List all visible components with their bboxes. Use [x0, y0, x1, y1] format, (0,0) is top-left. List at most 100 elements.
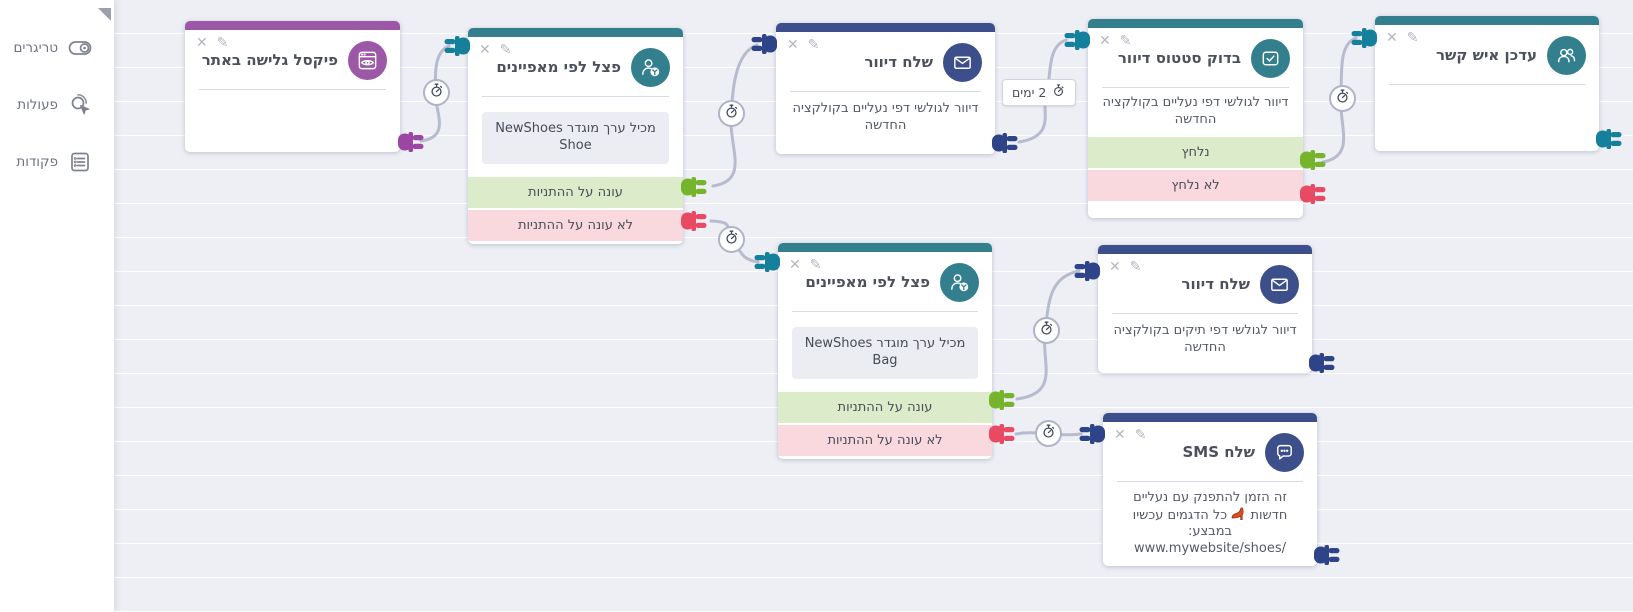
send-sms-output-plug[interactable] — [1314, 544, 1340, 566]
sidebar-collapse-arrow-icon[interactable] — [98, 8, 111, 21]
stopwatch-icon — [1051, 83, 1066, 102]
node-description: זה הזמן להתפנק עם נעליים חדשות כל הדגמים… — [1132, 490, 1288, 556]
stopwatch-icon — [1038, 320, 1055, 341]
outcome-row-yes: עונה על ההתניות — [468, 176, 683, 208]
divider — [1112, 313, 1298, 314]
close-icon[interactable]: ✕ — [1109, 259, 1121, 275]
close-icon[interactable]: ✕ — [1386, 30, 1398, 46]
node-split-by-attributes-shoes[interactable]: ✕ ✎ פצל לפי מאפיינים מכיל ערך מוגדר NewS… — [468, 28, 683, 244]
edit-icon[interactable]: ✎ — [499, 42, 512, 58]
condition-box: מכיל ערך מוגדר NewShoes Bag — [792, 327, 978, 379]
node-check-mailing-status[interactable]: ✕ ✎ בדוק סטטוס דיוור דיוור לגולשי דפי נע… — [1088, 19, 1303, 218]
send-sms-input-plug[interactable] — [1079, 423, 1105, 445]
check-status-input-plug[interactable] — [1064, 29, 1090, 51]
edit-icon[interactable]: ✎ — [809, 257, 822, 273]
update-contact-output-plug[interactable] — [1596, 128, 1622, 150]
delay-clock-node[interactable] — [1329, 85, 1356, 112]
palette-sidebar: טריגרים פעולות פקודות — [0, 0, 114, 612]
divider — [792, 311, 978, 312]
send-mailing-bags-output-plug[interactable] — [1309, 352, 1335, 374]
divider — [1117, 481, 1303, 482]
sidebar-item-label: פעולות — [17, 97, 58, 113]
close-icon[interactable]: ✕ — [479, 42, 491, 58]
sidebar-item-commands[interactable]: פקודות — [0, 144, 114, 180]
divider — [482, 96, 669, 97]
divider — [1389, 84, 1585, 85]
check-status-clicked-output-plug[interactable] — [1300, 149, 1326, 171]
split-contact-icon — [631, 47, 670, 87]
sidebar-item-label: טריגרים — [13, 40, 58, 56]
node-title: פצל לפי מאפיינים — [496, 58, 621, 76]
edit-icon[interactable]: ✎ — [1134, 427, 1147, 443]
split-bags-input-plug[interactable] — [754, 251, 780, 273]
node-split-by-attributes-bags[interactable]: ✕ ✎ פצל לפי מאפיינים מכיל ערך מוגדר NewS… — [778, 243, 992, 459]
split-shoes-yes-output-plug[interactable] — [681, 176, 707, 198]
delay-badge[interactable]: 2 ימים — [1002, 79, 1077, 106]
checkbox-icon — [1251, 38, 1290, 78]
split-bags-yes-output-plug[interactable] — [989, 389, 1015, 411]
delay-clock-node[interactable] — [1033, 317, 1060, 344]
node-title: עדכן איש קשר — [1435, 46, 1537, 64]
delay-badge-label: 2 ימים — [1012, 85, 1047, 100]
node-send-sms[interactable]: ✕ ✎ שלח SMS זה הזמן להתפנק עם נעליים חדש… — [1103, 413, 1317, 566]
node-description: דיוור לגולשי דפי תיקים בקולקציה החדשה — [1113, 323, 1297, 355]
stopwatch-icon — [1334, 88, 1351, 109]
node-send-mailing-shoes[interactable]: ✕ ✎ שלח דיוור דיוור לגולשי דפי נעליים בק… — [776, 23, 995, 154]
delay-clock-node[interactable] — [423, 79, 450, 106]
close-icon[interactable]: ✕ — [787, 37, 799, 53]
node-send-mailing-bags[interactable]: ✕ ✎ שלח דיוור דיוור לגולשי דפי תיקים בקו… — [1098, 245, 1312, 373]
check-status-not-clicked-output-plug[interactable] — [1300, 183, 1326, 205]
node-color-bar — [185, 21, 400, 30]
node-color-bar — [778, 243, 992, 252]
node-title: פיקסל גלישה באתר — [201, 51, 338, 69]
click-action-icon — [71, 93, 90, 115]
split-shoes-input-plug[interactable] — [444, 35, 470, 57]
node-color-bar — [468, 28, 683, 37]
browse-pixel-icon — [348, 40, 387, 80]
node-title: בדוק סטטוס דיוור — [1117, 49, 1241, 67]
send-mailing-shoes-output-plug[interactable] — [992, 132, 1018, 154]
outcome-row-no: לא עונה על ההתניות — [778, 424, 992, 456]
edit-icon[interactable]: ✎ — [1119, 33, 1132, 49]
outcome-row-no: לא עונה על ההתניות — [468, 209, 683, 241]
envelope-icon — [943, 42, 982, 82]
close-icon[interactable]: ✕ — [1114, 427, 1126, 443]
split-contact-icon — [940, 262, 979, 302]
close-icon[interactable]: ✕ — [196, 35, 208, 51]
divider — [1102, 87, 1289, 88]
envelope-icon — [1260, 264, 1299, 304]
delay-clock-node[interactable] — [718, 226, 745, 253]
node-color-bar — [776, 23, 995, 32]
pixel-trigger-output-plug[interactable] — [398, 131, 424, 153]
close-icon[interactable]: ✕ — [789, 257, 801, 273]
edit-icon[interactable]: ✎ — [1129, 259, 1142, 275]
node-pixel-trigger[interactable]: ✕ ✎ פיקסל גלישה באתר — [185, 21, 400, 152]
send-mailing-bags-input-plug[interactable] — [1074, 260, 1100, 282]
edit-icon[interactable]: ✎ — [807, 37, 820, 53]
sidebar-item-triggers[interactable]: טריגרים — [0, 30, 114, 66]
edit-icon[interactable]: ✎ — [1406, 30, 1419, 46]
outcome-row-yes: עונה על ההתניות — [778, 391, 992, 423]
update-contact-input-plug[interactable] — [1351, 27, 1377, 49]
node-title: שלח דיוור — [864, 53, 933, 71]
split-bags-no-output-plug[interactable] — [989, 423, 1015, 445]
close-icon[interactable]: ✕ — [1099, 33, 1111, 49]
node-color-bar — [1375, 16, 1599, 25]
stopwatch-icon — [723, 103, 740, 124]
node-description: דיוור לגולשי דפי נעליים בקולקציה החדשה — [792, 101, 979, 133]
sidebar-item-actions[interactable]: פעולות — [0, 87, 114, 123]
node-title: שלח דיוור — [1181, 275, 1250, 293]
commands-list-icon — [71, 152, 89, 172]
node-update-contact[interactable]: ✕ ✎ עדכן איש קשר — [1375, 16, 1599, 151]
node-color-bar — [1088, 19, 1303, 28]
edit-icon[interactable]: ✎ — [216, 35, 229, 51]
split-shoes-no-output-plug[interactable] — [681, 210, 707, 232]
delay-clock-node[interactable] — [1035, 420, 1062, 447]
sms-bubble-icon — [1265, 432, 1304, 472]
node-title: שלח SMS — [1182, 443, 1255, 461]
sidebar-item-label: פקודות — [16, 154, 58, 170]
stopwatch-icon — [723, 229, 740, 250]
high-heel-emoji-icon — [1231, 507, 1244, 520]
delay-clock-node[interactable] — [718, 100, 745, 127]
send-mailing-shoes-input-plug[interactable] — [751, 33, 777, 55]
